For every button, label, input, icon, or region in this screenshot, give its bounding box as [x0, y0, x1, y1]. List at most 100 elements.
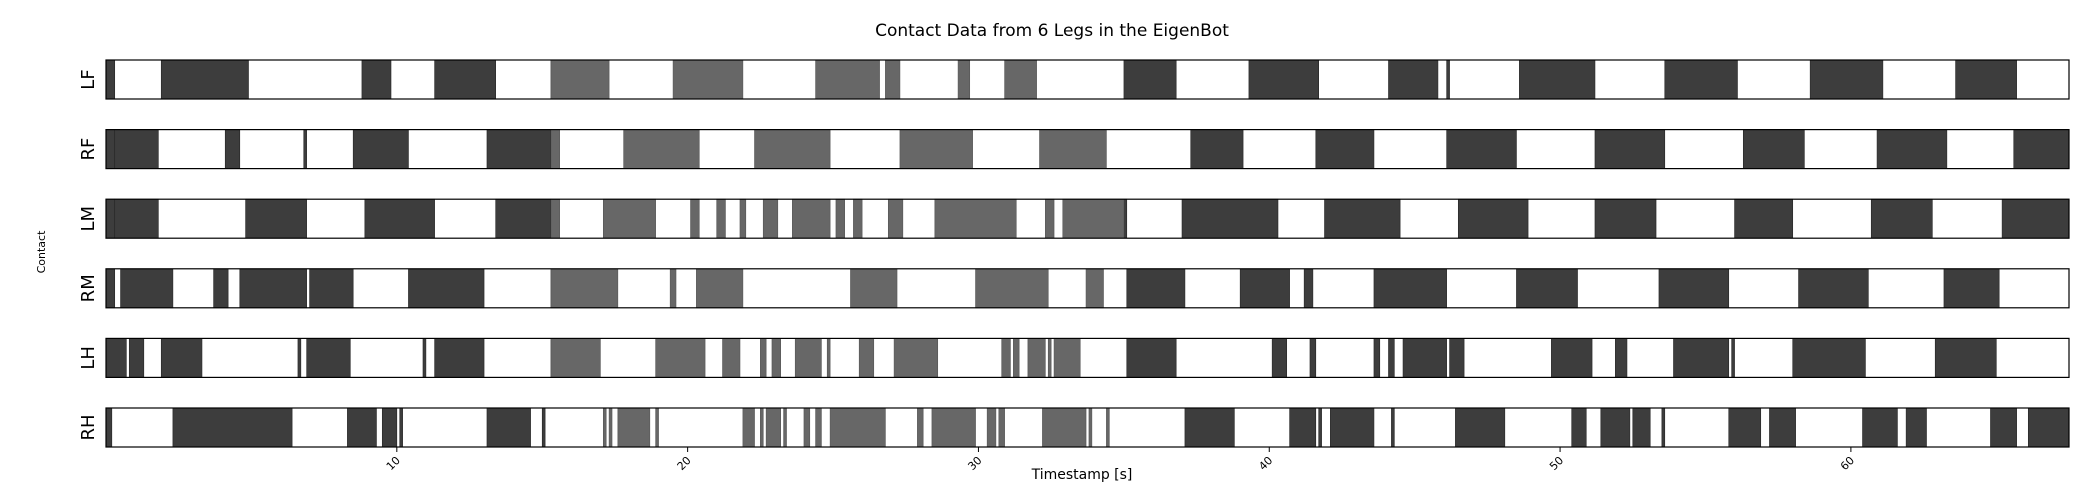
contact-segment — [1248, 59, 1319, 100]
contact-segment — [1594, 198, 1657, 239]
contact-segment — [815, 59, 880, 100]
row-frame — [105, 198, 2070, 239]
contact-segment — [1734, 198, 1794, 239]
contact-segment — [1615, 338, 1628, 378]
contact-segment — [754, 129, 831, 169]
contact-segment — [1126, 268, 1186, 309]
contact-segment — [1126, 338, 1177, 378]
contact-segment — [975, 268, 1049, 309]
contact-segment — [2001, 198, 2070, 239]
contact-segment — [1870, 198, 1933, 239]
contact-segment — [1632, 407, 1651, 448]
contact-segment — [1190, 129, 1244, 169]
contact-segment — [829, 407, 886, 448]
contact-segment — [1809, 59, 1884, 100]
contact-segment — [623, 129, 700, 169]
contact-segment — [934, 198, 1017, 239]
contact-segment — [1271, 338, 1288, 378]
contact-segment — [422, 338, 427, 378]
contact-segment — [1943, 268, 2000, 309]
contact-segment — [1594, 129, 1666, 169]
contact-segment — [1731, 338, 1735, 378]
contact-segment — [931, 407, 976, 448]
contact-segment — [1658, 268, 1730, 309]
row-frame — [105, 59, 2070, 100]
contact-segment — [1388, 59, 1439, 100]
contact-segment — [550, 268, 619, 309]
contact-segment — [541, 407, 546, 448]
x-tick-label: 50 — [1547, 454, 1566, 473]
contact-segment — [1184, 407, 1235, 448]
contact-segment — [602, 198, 656, 239]
leg-rows: LF RF LM RM LH RH — [78, 59, 2070, 448]
contact-segment — [495, 198, 552, 239]
contact-segment — [160, 338, 203, 378]
row-frame — [105, 268, 2070, 309]
contact-segment — [1769, 407, 1796, 448]
contact-segment — [1955, 59, 2017, 100]
contact-segment — [1042, 407, 1087, 448]
contact-segment — [245, 198, 307, 239]
leg-row-rf: RF — [78, 129, 2070, 170]
contact-segment — [1315, 129, 1375, 169]
contact-segment — [347, 407, 377, 448]
contact-segment — [105, 198, 116, 239]
contact-segment — [550, 59, 610, 100]
y-axis-label: Contact — [35, 230, 48, 273]
contact-segment — [105, 268, 116, 309]
shaded-interval — [550, 199, 1124, 239]
contact-segment — [239, 268, 307, 309]
contact-segment — [213, 268, 229, 309]
shaded-interval — [550, 408, 1124, 447]
contact-segment — [1905, 407, 1927, 448]
shaded-interval — [550, 60, 1124, 99]
contact-segment — [303, 129, 307, 169]
contact-segment — [1600, 407, 1631, 448]
leg-label: LM — [78, 206, 99, 232]
contact-segment — [1742, 129, 1805, 169]
contact-segment — [105, 407, 113, 448]
contact-segment — [486, 129, 552, 169]
contact-segment — [1446, 59, 1450, 100]
contact-segment — [1792, 338, 1866, 378]
contact-segment — [1457, 198, 1529, 239]
contact-segment — [2013, 129, 2070, 169]
contact-segment — [408, 268, 485, 309]
leg-label: RM — [78, 274, 99, 302]
contact-segment — [105, 129, 116, 169]
x-tick-label: 60 — [1838, 454, 1857, 473]
contact-segment — [1661, 407, 1666, 448]
x-tick-label: 10 — [384, 454, 403, 473]
row-background — [106, 338, 2069, 378]
contact-segment — [114, 198, 159, 239]
x-tick-label: 30 — [965, 454, 984, 473]
contact-segment — [352, 129, 409, 169]
row-frame — [105, 129, 2070, 170]
contact-segment — [224, 129, 241, 169]
shaded-interval — [550, 129, 1124, 169]
contact-segment — [1990, 407, 2017, 448]
contact-segment — [1862, 407, 1898, 448]
contact-segment — [381, 407, 398, 448]
contact-segment — [434, 338, 485, 378]
contact-segment — [792, 198, 831, 239]
contact-segment — [655, 338, 706, 378]
contact-segment — [850, 268, 898, 309]
contact-segment — [160, 59, 249, 100]
contact-segment — [1309, 338, 1317, 378]
contact-segment — [1324, 198, 1401, 239]
contact-segment — [114, 129, 159, 169]
leg-row-lh: LH — [78, 337, 2070, 378]
shaded-interval — [550, 268, 1124, 308]
contact-segment — [1876, 129, 1948, 169]
contact-segment — [1181, 198, 1279, 239]
contact-segment — [105, 338, 127, 378]
contact-segment — [1728, 407, 1762, 448]
contact-segment — [1551, 338, 1593, 378]
contact-segment — [128, 338, 145, 378]
contact-segment — [1330, 407, 1375, 448]
leg-row-lm: LM — [78, 198, 2070, 239]
contact-segment — [309, 268, 354, 309]
row-frame — [105, 407, 2070, 448]
